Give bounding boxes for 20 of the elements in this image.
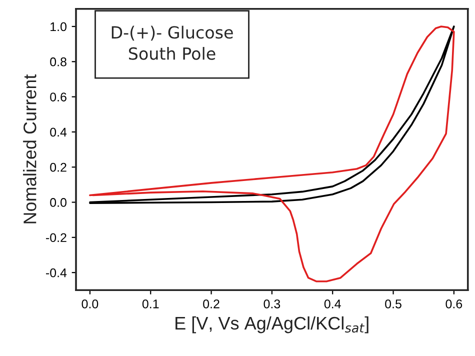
x-axis-title: E [V, Vs Ag/AgCl/KCl$_{sat}$]: [176, 316, 368, 334]
y-tick-label: 0.8: [50, 57, 66, 66]
line-series: [89, 26, 455, 282]
y-tick-label: 1.0: [50, 22, 66, 32]
x-tick-label: 0.3: [264, 300, 280, 308]
x-tick-label: 0.6: [446, 300, 462, 308]
x-tick-label: 0.2: [203, 300, 220, 308]
y-tick-label: 0.6: [50, 92, 66, 102]
x-tick-label: 0.4: [324, 300, 341, 308]
y-tick-label: 0.4: [50, 128, 67, 137]
line-series: [89, 26, 455, 204]
x-tick-label: 0.5: [385, 300, 402, 308]
y-axis-title: Nomalized Current: [23, 74, 36, 224]
x-tick-label: 0.1: [142, 300, 159, 308]
x-tick-label: 0.0: [82, 300, 98, 308]
annotation: D-(+)- Glucose South Pole: [112, 26, 233, 60]
y-tick-label: 0.2: [50, 162, 66, 172]
y-tick-label: 0.0: [50, 198, 66, 207]
y-tick-label: -0.2: [46, 233, 66, 242]
y-tick-label: -0.4: [46, 268, 67, 278]
